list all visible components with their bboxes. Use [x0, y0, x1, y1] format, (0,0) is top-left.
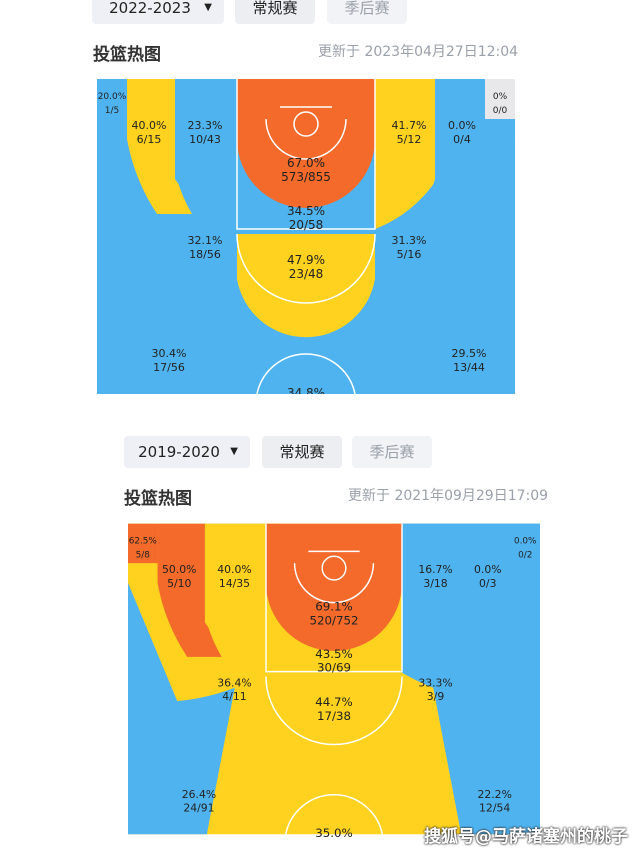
- zone-made-right-elbow-mid: 3/18: [423, 577, 447, 590]
- shot-heatmap-court: 35.0%26.4%24/9122.2%12/5436.4%4/1133.3%3…: [128, 523, 540, 837]
- zone-made-left-long-mid: 18/56: [189, 248, 221, 261]
- zone-made-right-three: 13/44: [453, 361, 485, 374]
- zone-made-paint: 30/69: [317, 661, 351, 675]
- zone-made-restricted: 520/752: [309, 613, 358, 627]
- tab-regular-season[interactable]: 常规赛: [235, 0, 315, 24]
- zone-made-right-wing-mid: 0/4: [453, 133, 471, 146]
- rim: [293, 111, 319, 137]
- zone-made-left-elbow-mid: 10/43: [189, 133, 221, 146]
- season-select[interactable]: 2019-2020 ▼: [124, 436, 250, 468]
- zone-made-right-long-mid: 3/9: [427, 690, 445, 703]
- zone-left-elbow-mid: [204, 523, 266, 672]
- zone-pct-left-wing-mid: 50.0%: [162, 563, 196, 576]
- zone-pct-top-mid: 44.7%: [315, 695, 353, 709]
- zone-pct-right-corner: 0.0%: [514, 536, 537, 546]
- zone-top-mid: [265, 676, 403, 779]
- zone-made-left-corner: 5/8: [136, 550, 151, 560]
- zone-made-left-long-mid: 4/11: [222, 690, 246, 703]
- zone-made-left-three: 17/56: [153, 361, 185, 374]
- zone-made-left-three: 24/91: [183, 802, 214, 815]
- chevron-down-icon: ▼: [230, 446, 238, 457]
- zone-left-corner: [128, 523, 158, 564]
- paint-lines: [265, 523, 403, 673]
- zone-pct-restricted: 67.0%: [287, 156, 325, 170]
- zone-pct-left-wing-mid: 40.0%: [132, 119, 167, 132]
- zone-pct-restricted: 69.1%: [315, 599, 353, 613]
- zone-pct-left-three: 30.4%: [152, 347, 187, 360]
- free-throw-circle: [236, 233, 376, 304]
- zone-made-left-wing-mid: 6/15: [137, 133, 162, 146]
- zone-right-elbow-mid: [375, 79, 437, 229]
- zone-made-restricted: 573/855: [281, 170, 331, 184]
- zone-made-right-long-mid: 5/16: [397, 248, 422, 261]
- heatmap-title: 投篮热图: [93, 45, 161, 65]
- zone-pct-left-corner: 20.0%: [98, 92, 127, 102]
- zone-pct-left-elbow-mid: 40.0%: [217, 563, 251, 576]
- zone-pct-left-long-mid: 32.1%: [188, 234, 223, 247]
- tab-regular-season[interactable]: 常规赛: [262, 436, 342, 468]
- chevron-down-icon: ▼: [204, 2, 212, 13]
- shot-heatmap-court: 34.8% 30.4%17/56 29.5%13/44 32.1%18/56 31.3%…: [97, 79, 515, 394]
- watermark: 搜狐号@马萨诸塞州的桃子: [424, 827, 628, 847]
- zone-right-corner: [510, 523, 540, 564]
- center-circle: [284, 794, 384, 835]
- zone-made-paint: 20/58: [289, 218, 324, 232]
- zone-made-left-corner: 1/5: [105, 106, 119, 116]
- zone-made-right-wing-mid: 0/3: [479, 577, 497, 590]
- zone-pct-paint: 43.5%: [315, 647, 353, 661]
- tab-playoffs[interactable]: 季后赛: [352, 436, 432, 468]
- zone-pct-right-wing-mid: 0.0%: [448, 119, 476, 132]
- paint-lines: [236, 79, 376, 230]
- zone-made-right-elbow-mid: 5/12: [397, 133, 422, 146]
- zone-made-right-three: 12/54: [479, 802, 510, 815]
- zone-pct-paint: 34.5%: [287, 204, 325, 218]
- zone-right-wing-mid: [420, 79, 485, 214]
- zone-made-right-corner: 0/2: [518, 550, 532, 560]
- zone-made-left-wing-mid: 5/10: [167, 577, 191, 590]
- zone-left-corner: [97, 79, 127, 119]
- zone-pct-right-long-mid: 31.3%: [392, 234, 427, 247]
- zone-restricted: [237, 79, 375, 208]
- zone-restricted: [265, 523, 403, 651]
- tab-playoffs[interactable]: 季后赛: [327, 0, 407, 24]
- free-throw-circle: [265, 676, 403, 746]
- season-label: 2019-2020: [138, 443, 220, 461]
- updated-timestamp: 更新于 2023年04月27日12:04: [318, 44, 519, 60]
- zone-pct-right-long-mid: 33.3%: [418, 676, 452, 689]
- zone-right-corner: [485, 79, 515, 119]
- zone-pct-right-three: 22.2%: [477, 788, 511, 801]
- zone-top-mid: [237, 234, 375, 338]
- zone-made-top-mid: 23/48: [289, 267, 324, 281]
- zone-right-elbow-mid: [402, 523, 464, 672]
- zone-pct-top-three: 35.0%: [315, 826, 353, 837]
- zone-pct-top-three: 34.8%: [287, 386, 325, 394]
- zone-pct-right-wing-mid: 0.0%: [474, 563, 502, 576]
- zone-pct-right-elbow-mid: 16.7%: [418, 563, 452, 576]
- zone-made-top-mid: 17/38: [317, 709, 351, 723]
- rim: [321, 555, 347, 581]
- zone-left-elbow-mid: [175, 79, 237, 229]
- zone-made-right-corner: 0/0: [493, 106, 508, 116]
- heatmap-title: 投篮热图: [124, 489, 192, 509]
- zone-pct-top-mid: 47.9%: [287, 253, 325, 267]
- season-select[interactable]: 2022-2023 ▼: [92, 0, 224, 24]
- restricted-arc: [265, 118, 347, 160]
- zone-pct-left-long-mid: 36.4%: [217, 676, 251, 689]
- zone-pct-right-three: 29.5%: [452, 347, 487, 360]
- zone-right-wing-mid: [446, 523, 511, 657]
- zone-pct-right-elbow-mid: 41.7%: [392, 119, 427, 132]
- restricted-arc: [293, 563, 375, 604]
- updated-timestamp: 更新于 2021年09月29日17:09: [348, 488, 549, 504]
- zone-pct-left-elbow-mid: 23.3%: [188, 119, 223, 132]
- zone-made-left-elbow-mid: 14/35: [219, 577, 250, 590]
- zone-pct-left-three: 26.4%: [182, 788, 216, 801]
- season-label: 2022-2023: [109, 0, 191, 17]
- zone-pct-right-corner: 0%: [493, 92, 508, 102]
- zone-pct-left-corner: 62.5%: [129, 536, 157, 546]
- center-circle: [256, 353, 356, 394]
